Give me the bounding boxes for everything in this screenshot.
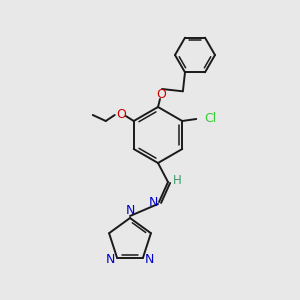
Text: N: N	[125, 203, 135, 217]
Text: Cl: Cl	[204, 112, 216, 125]
Text: N: N	[145, 253, 154, 266]
Text: N: N	[105, 253, 115, 266]
Text: O: O	[116, 107, 126, 121]
Text: O: O	[156, 88, 166, 100]
Text: H: H	[172, 173, 182, 187]
Text: N: N	[148, 196, 158, 208]
